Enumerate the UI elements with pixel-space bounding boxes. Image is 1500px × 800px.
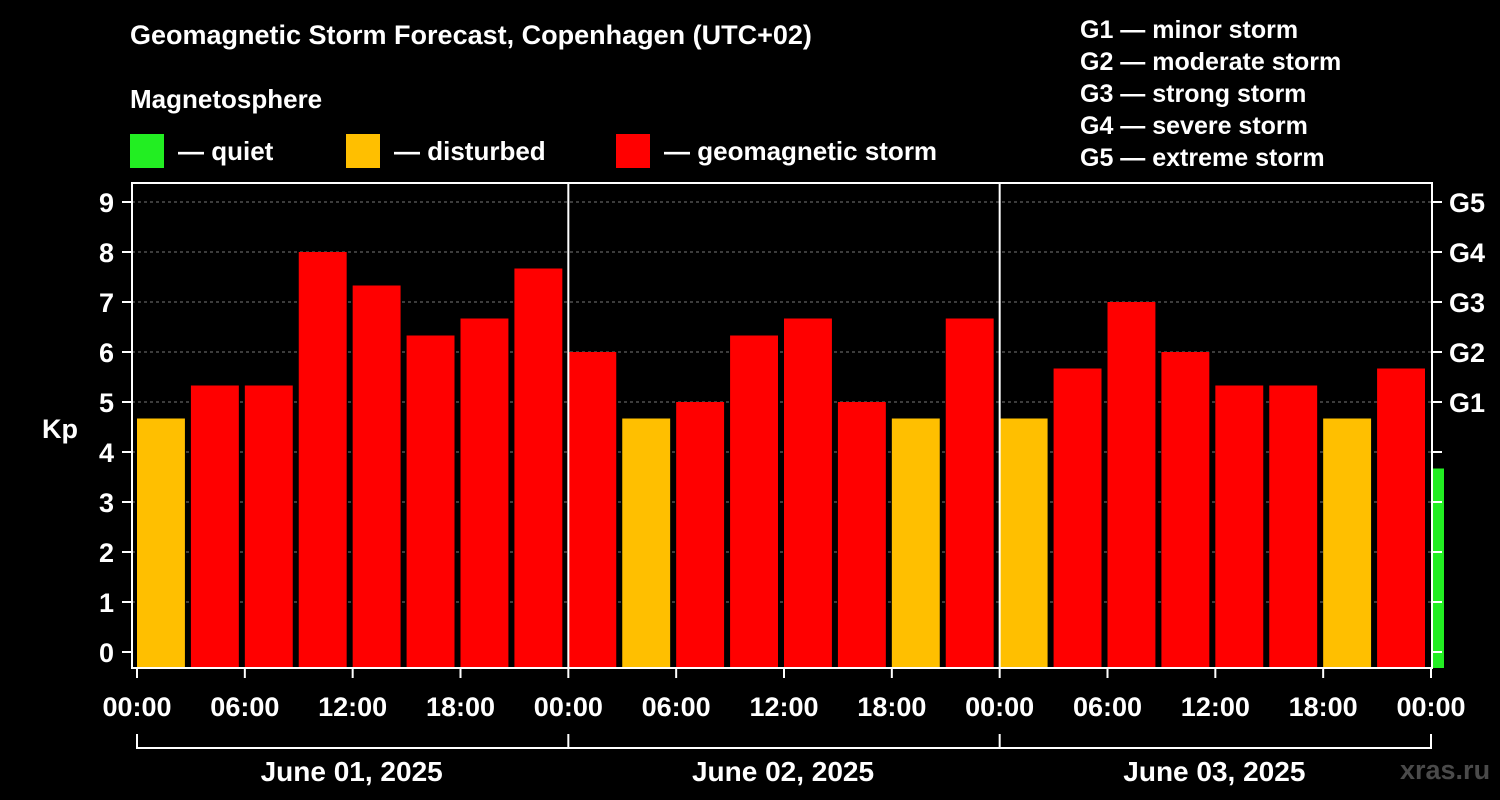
- kp-bar: [244, 385, 293, 668]
- kp-bar: [352, 285, 401, 668]
- x-tick-label: 00:00: [534, 692, 603, 722]
- kp-bar: [1053, 368, 1102, 668]
- kp-bar: [514, 268, 563, 668]
- kp-bar: [190, 385, 239, 668]
- kp-bar: [1377, 368, 1425, 668]
- legend-item-disturbed: — disturbed: [346, 134, 546, 168]
- y-tick-label: 4: [99, 438, 114, 468]
- x-tick-label: 12:00: [1181, 692, 1250, 722]
- storm-scale-g1: G1 — minor storm: [1080, 16, 1299, 44]
- y-tick-label: 9: [99, 188, 114, 218]
- kp-bar: [1323, 418, 1372, 668]
- kp-bar: [406, 335, 455, 668]
- kp-bar: [622, 418, 671, 668]
- x-tick-label: 18:00: [857, 692, 926, 722]
- kp-bar: [568, 352, 617, 668]
- y-axis-label: Kp: [42, 414, 78, 444]
- plot-frame: [131, 182, 1433, 669]
- y-tick-label: 1: [99, 588, 114, 618]
- storm-scale-legend: G1 — minor storm G2 — moderate storm G3 …: [1080, 14, 1341, 174]
- y-tick-label: 5: [99, 388, 114, 418]
- kp-bar: [1431, 468, 1444, 668]
- y-tick-label: 6: [99, 338, 114, 368]
- day-label: June 03, 2025: [1123, 756, 1305, 787]
- kp-bar: [460, 318, 509, 668]
- kp-bar: [1107, 302, 1156, 668]
- x-tick-label: 06:00: [1073, 692, 1142, 722]
- storm-scale-g2: G2 — moderate storm: [1080, 48, 1342, 76]
- y-tick-label: 7: [99, 288, 114, 318]
- storm-scale-g4: G4 — severe storm: [1080, 112, 1308, 140]
- kp-bar: [137, 418, 185, 668]
- legend-swatch-storm: [616, 134, 650, 168]
- kp-bar: [298, 252, 347, 668]
- legend-label-disturbed: — disturbed: [394, 135, 546, 166]
- storm-scale-g3: G3 — strong storm: [1080, 80, 1307, 108]
- g-scale-label: G5: [1449, 188, 1485, 218]
- y-tick-label: 3: [99, 488, 114, 518]
- kp-bar: [999, 418, 1048, 668]
- g-scale-label: G2: [1449, 338, 1485, 368]
- day-label: June 02, 2025: [692, 756, 874, 787]
- x-tick-label: 18:00: [426, 692, 495, 722]
- legend-label-quiet: — quiet: [178, 135, 274, 166]
- chart-title: Geomagnetic Storm Forecast, Copenhagen (…: [130, 20, 812, 50]
- legend-item-storm: — geomagnetic storm: [616, 134, 937, 168]
- y-tick-label: 0: [99, 638, 114, 668]
- kp-bar: [945, 318, 994, 668]
- kp-bar: [837, 402, 886, 668]
- kp-bar: [1215, 385, 1264, 668]
- x-tick-label: 06:00: [210, 692, 279, 722]
- day-label: June 01, 2025: [261, 756, 443, 787]
- x-tick-label: 00:00: [1396, 692, 1465, 722]
- kp-bar: [1269, 385, 1318, 668]
- x-tick-label: 06:00: [642, 692, 711, 722]
- legend-label-storm: — geomagnetic storm: [664, 135, 938, 166]
- x-tick-label: 18:00: [1289, 692, 1358, 722]
- legend-swatch-quiet: [130, 134, 164, 168]
- storm-scale-g5: G5 — extreme storm: [1080, 144, 1325, 172]
- watermark: xras.ru: [1400, 755, 1491, 785]
- legend-subtitle: Magnetosphere: [130, 84, 323, 114]
- x-tick-label: 12:00: [749, 692, 818, 722]
- kp-bar: [784, 318, 832, 668]
- g-scale-label: G3: [1449, 288, 1485, 318]
- y-tick-label: 2: [99, 538, 114, 568]
- g-scale-label: G1: [1449, 388, 1485, 418]
- kp-bar: [730, 335, 778, 668]
- x-tick-label: 00:00: [102, 692, 171, 722]
- x-tick-label: 00:00: [965, 692, 1034, 722]
- legend-swatch-disturbed: [346, 134, 380, 168]
- g-scale-label: G4: [1449, 238, 1485, 268]
- kp-bar: [1161, 352, 1210, 668]
- x-tick-label: 12:00: [318, 692, 387, 722]
- legend-item-quiet: — quiet: [130, 134, 273, 168]
- kp-bar: [891, 418, 940, 668]
- kp-bar: [676, 402, 725, 668]
- y-tick-label: 8: [99, 238, 114, 268]
